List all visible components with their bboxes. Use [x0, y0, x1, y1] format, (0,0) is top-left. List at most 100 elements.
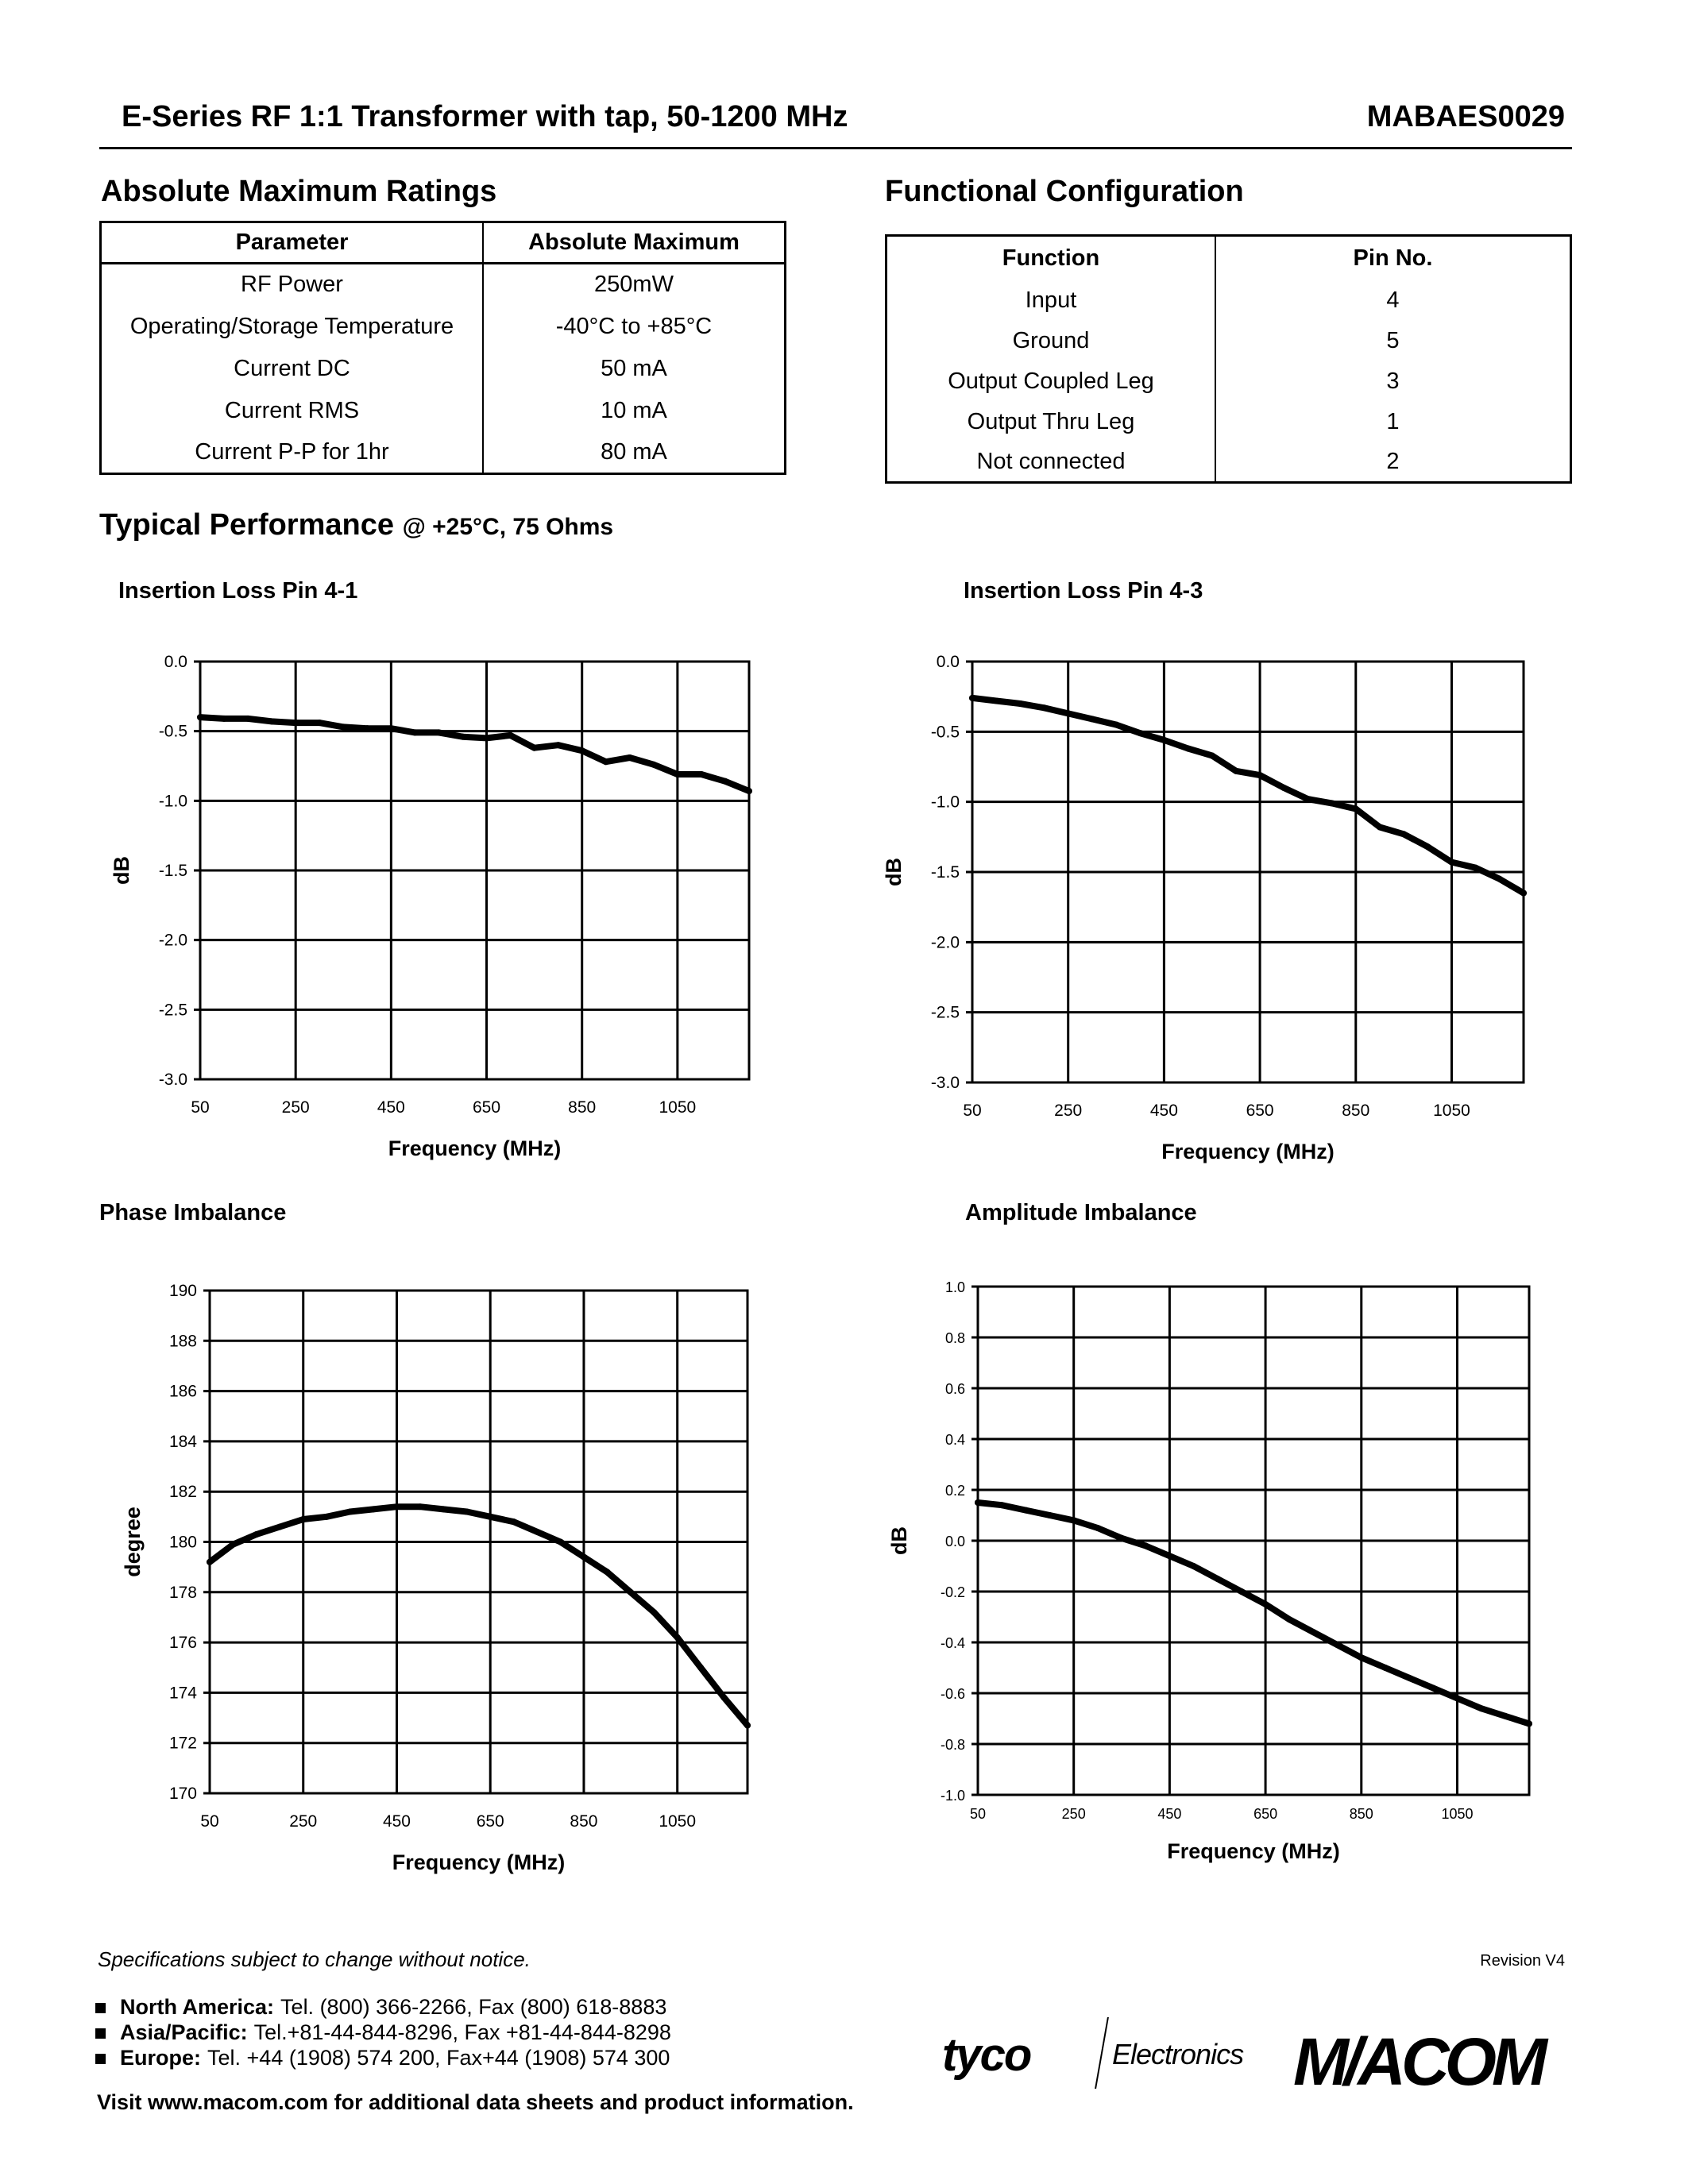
column-header: Parameter	[100, 222, 484, 264]
y-tick-label: -3.0	[159, 1071, 187, 1089]
data-point	[1041, 704, 1048, 712]
cell: -40°C to +85°C	[555, 313, 713, 339]
data-point	[1046, 1512, 1053, 1518]
data-point	[1448, 859, 1455, 866]
contact-details: Tel. (800) 366-2266, Fax (800) 618-8883	[280, 1995, 667, 2019]
data-point	[1328, 800, 1335, 807]
y-tick-label: -2.0	[159, 932, 187, 950]
series-line	[975, 1499, 1532, 1727]
cell: Ground	[886, 320, 1216, 361]
data-point	[1520, 889, 1527, 897]
data-point	[1208, 752, 1215, 759]
x-tick-label: 450	[377, 1098, 405, 1117]
data-point	[999, 1502, 1006, 1509]
y-tick-label: -1.0	[159, 792, 187, 810]
bullet-icon	[95, 2028, 106, 2039]
y-tick-label: 0.0	[945, 1534, 965, 1549]
data-point	[1496, 875, 1503, 882]
data-point	[435, 729, 442, 736]
y-tick-label: -2.0	[931, 933, 960, 951]
data-point	[487, 1513, 494, 1520]
data-point	[651, 1609, 658, 1616]
data-point	[1142, 1542, 1149, 1549]
cell: Current P-P for 1hr	[100, 431, 484, 474]
table-row: Operating/Storage Temperature -40°C to +8…	[100, 305, 786, 348]
y-tick-label: -1.0	[941, 1788, 965, 1804]
header-rule	[99, 147, 1572, 149]
data-point	[557, 1538, 564, 1545]
chart-title-il43: Insertion Loss Pin 4-3	[964, 578, 1203, 604]
data-point	[1286, 1616, 1293, 1623]
column-header: Absolute Maximum	[528, 230, 740, 255]
data-point	[1094, 1525, 1101, 1531]
cell: RF Power	[100, 263, 484, 306]
cell: Input	[886, 280, 1216, 321]
data-point	[1184, 745, 1192, 752]
data-point	[534, 1528, 541, 1535]
y-tick-label: 190	[169, 1282, 197, 1300]
y-axis-title: dB	[110, 856, 133, 885]
part-number: MABAES0029	[1366, 100, 1565, 133]
cell: 4	[1386, 287, 1400, 313]
cell: Operating/Storage Temperature	[100, 305, 484, 348]
x-tick-label: 50	[963, 1102, 981, 1120]
contact-details: Tel. +44 (1908) 574 200, Fax+44 (1908) 5…	[207, 2046, 670, 2070]
x-tick-label: 1050	[1433, 1102, 1470, 1120]
data-point	[1113, 721, 1120, 728]
x-axis-title: Frequency (MHz)	[388, 1136, 562, 1160]
data-point	[346, 1508, 353, 1515]
data-point	[1214, 1576, 1221, 1582]
table-row: Not connected 2	[886, 442, 1571, 483]
logo-slash	[1095, 2017, 1109, 2089]
data-point	[1064, 710, 1072, 717]
x-tick-label: 250	[282, 1098, 310, 1117]
table-row: Output Thru Leg 1	[886, 401, 1571, 442]
x-tick-label: 250	[289, 1812, 317, 1831]
macom-logo: M/ACOM	[1293, 2017, 1579, 2105]
table-row: Current P-P for 1hr 80 mA	[100, 431, 786, 474]
data-point	[721, 778, 728, 785]
data-point	[230, 1541, 237, 1548]
cell: 80 mA	[601, 438, 667, 465]
data-point	[697, 771, 705, 778]
data-point	[531, 744, 538, 751]
tyco-wordmark: tyco	[942, 2029, 1032, 2081]
data-point	[1430, 1684, 1437, 1692]
data-point	[1137, 730, 1144, 737]
data-point	[1424, 843, 1431, 851]
data-point	[1190, 1563, 1197, 1569]
visit-link[interactable]: Visit www.macom.com for additional data …	[97, 2090, 854, 2114]
cell: 3	[1386, 368, 1400, 394]
document-title: E-Series RF 1:1 Transformer with tap, 50…	[122, 100, 848, 133]
data-point	[292, 720, 299, 727]
performance-heading: Typical Performance @ +25°C, 75 Ohms	[99, 508, 613, 542]
data-point	[1400, 831, 1408, 838]
plot-frame	[208, 1289, 749, 1795]
contact-asia-pacific: Asia/Pacific: Tel.+81-44-844-8296, Fax +8…	[95, 2020, 671, 2045]
series-line	[197, 714, 752, 795]
data-point	[440, 1506, 447, 1513]
x-tick-label: 650	[1253, 1806, 1277, 1822]
cell: Current RMS	[100, 389, 484, 432]
y-axis-title: dB	[882, 858, 906, 886]
table-row: Current RMS 10 mA	[100, 389, 786, 432]
data-point	[1352, 805, 1359, 812]
plot-frame	[971, 660, 1525, 1084]
y-tick-label: 178	[169, 1584, 197, 1602]
y-tick-label: 186	[169, 1383, 197, 1401]
tyco-electronics-logo: tyco Electronics	[942, 2017, 1260, 2089]
x-tick-label: 850	[568, 1098, 596, 1117]
x-tick-label: 1050	[1441, 1806, 1473, 1822]
data-point	[697, 1664, 705, 1671]
cell: Output Coupled Leg	[886, 361, 1216, 402]
data-point	[604, 1569, 611, 1576]
region: Asia/Pacific:	[120, 2020, 248, 2044]
bullet-icon	[95, 2054, 106, 2065]
y-tick-label: 0.0	[937, 653, 960, 671]
table-row: Output Coupled Leg 3	[886, 361, 1571, 402]
data-point	[221, 715, 228, 722]
cell: 1	[1386, 408, 1400, 434]
data-point	[393, 1503, 400, 1511]
data-point	[1304, 796, 1311, 803]
x-tick-label: 250	[1054, 1102, 1082, 1120]
